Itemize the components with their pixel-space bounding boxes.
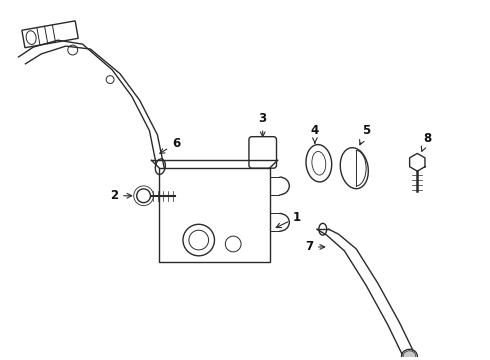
Text: 3: 3 xyxy=(259,112,267,136)
Text: 2: 2 xyxy=(110,189,132,202)
Text: 7: 7 xyxy=(305,240,325,253)
Bar xyxy=(159,168,270,262)
Text: 4: 4 xyxy=(311,124,319,143)
Ellipse shape xyxy=(403,351,416,360)
Text: 5: 5 xyxy=(360,124,370,145)
Text: 1: 1 xyxy=(276,211,301,228)
Text: 8: 8 xyxy=(421,132,431,151)
Text: 6: 6 xyxy=(160,137,180,153)
Bar xyxy=(22,21,78,48)
